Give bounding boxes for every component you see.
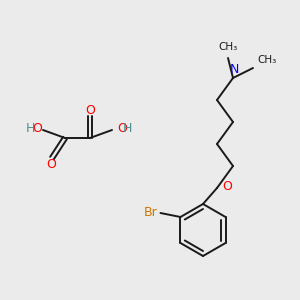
Text: N: N bbox=[229, 63, 239, 76]
Text: Br: Br bbox=[144, 206, 158, 218]
Text: O: O bbox=[32, 122, 42, 136]
Text: O: O bbox=[85, 103, 95, 116]
Text: O: O bbox=[222, 179, 232, 193]
Text: O: O bbox=[117, 122, 127, 136]
Text: H: H bbox=[123, 122, 132, 136]
Text: H: H bbox=[25, 122, 35, 136]
Text: CH₃: CH₃ bbox=[257, 55, 276, 65]
Text: CH₃: CH₃ bbox=[218, 42, 238, 52]
Text: O: O bbox=[46, 158, 56, 170]
